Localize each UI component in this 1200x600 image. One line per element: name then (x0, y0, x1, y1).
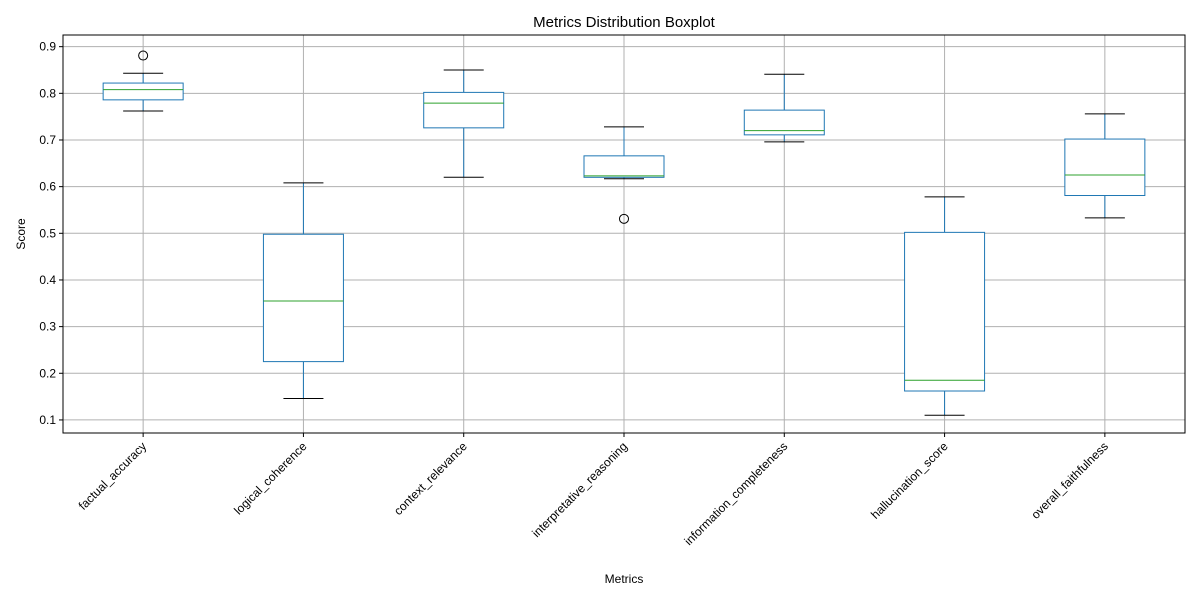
y-tick-label: 0.4 (39, 273, 56, 287)
x-tick-label: factual_accuracy (76, 439, 150, 513)
x-tick-label: information_completeness (681, 439, 790, 548)
x-tick-label: hallucination_score (868, 439, 951, 522)
x-tick-label: context_relevance (391, 439, 470, 518)
box (904, 231, 986, 392)
box-group-logical_coherence (262, 182, 344, 399)
box-group-information_completeness (743, 73, 825, 143)
box-group-factual_accuracy (102, 50, 184, 112)
box (423, 91, 505, 129)
y-tick-label: 0.7 (39, 133, 56, 147)
y-tick-label: 0.3 (39, 320, 56, 334)
y-axis-label: Score (14, 218, 28, 250)
chart-title: Metrics Distribution Boxplot (533, 14, 716, 31)
box-group-interpretative_reasoning (583, 126, 665, 224)
outlier-point (138, 50, 149, 61)
x-tick-label: interpretative_reasoning (529, 439, 630, 540)
box-group-overall_faithfulness (1064, 113, 1146, 219)
grid-layer (63, 35, 1185, 433)
y-tick-label: 0.9 (39, 40, 56, 54)
box (1064, 138, 1146, 197)
box (262, 233, 344, 363)
y-tick-label: 0.2 (39, 366, 56, 380)
box (102, 82, 184, 101)
y-tick-label: 0.5 (39, 226, 56, 240)
outlier-point (619, 213, 629, 224)
box-layer (102, 50, 1146, 416)
x-axis-label: Metrics (605, 572, 644, 586)
y-tick-label: 0.1 (39, 413, 56, 427)
y-tick-label: 0.6 (39, 180, 56, 194)
box (583, 155, 665, 178)
y-tick-label: 0.8 (39, 86, 56, 100)
box-group-hallucination_score (904, 196, 986, 416)
x-tick-label: overall_faithfulness (1028, 439, 1111, 522)
box-group-context_relevance (423, 69, 505, 178)
x-tick-label: logical_coherence (231, 439, 310, 518)
